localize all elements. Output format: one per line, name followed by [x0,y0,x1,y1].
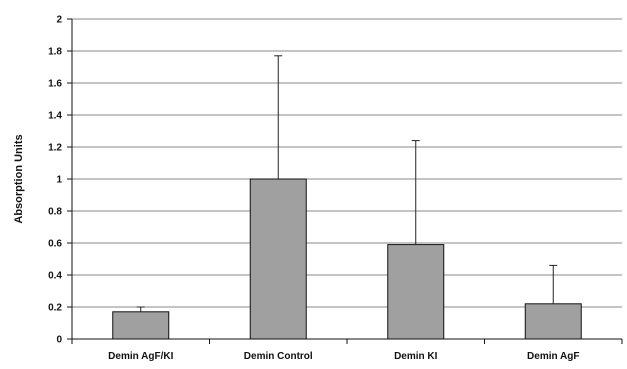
gridlines [72,18,622,308]
y-tick-label: 1 [56,175,62,186]
axes [67,18,623,344]
category-label-2: Demin KI [394,351,438,362]
y-tick-label: 1.2 [48,143,62,154]
bar-2 [387,244,445,340]
y-tick-label: 2 [56,15,62,26]
y-tick-label: 1.6 [48,79,62,90]
category-label-3: Demin AgF [527,351,579,362]
category-label-1: Demin Control [244,351,313,362]
bars [112,178,582,340]
y-tick-label: 0.6 [48,239,62,250]
y-tick-label: 0.4 [48,271,62,282]
bar-0 [112,311,170,340]
y-tick-label: 0 [56,335,62,346]
y-tick-label: 1.8 [48,47,62,58]
y-axis-title: Absorption Units [13,134,25,223]
x-category-labels: Demin AgF/KI Demin Control Demin KI Demin A… [108,351,579,362]
y-tick-label: 1.4 [48,111,62,122]
bar-1 [249,178,307,340]
error-bars [136,55,558,312]
y-tick-label: 0.2 [48,303,62,314]
y-tick-label: 0.8 [48,207,62,218]
y-tick-labels: 0 0.2 0.4 0.6 0.8 1 1.2 1.4 1.6 1.8 2 [48,15,62,346]
category-label-0: Demin AgF/KI [108,351,173,362]
bar-3 [524,303,582,340]
